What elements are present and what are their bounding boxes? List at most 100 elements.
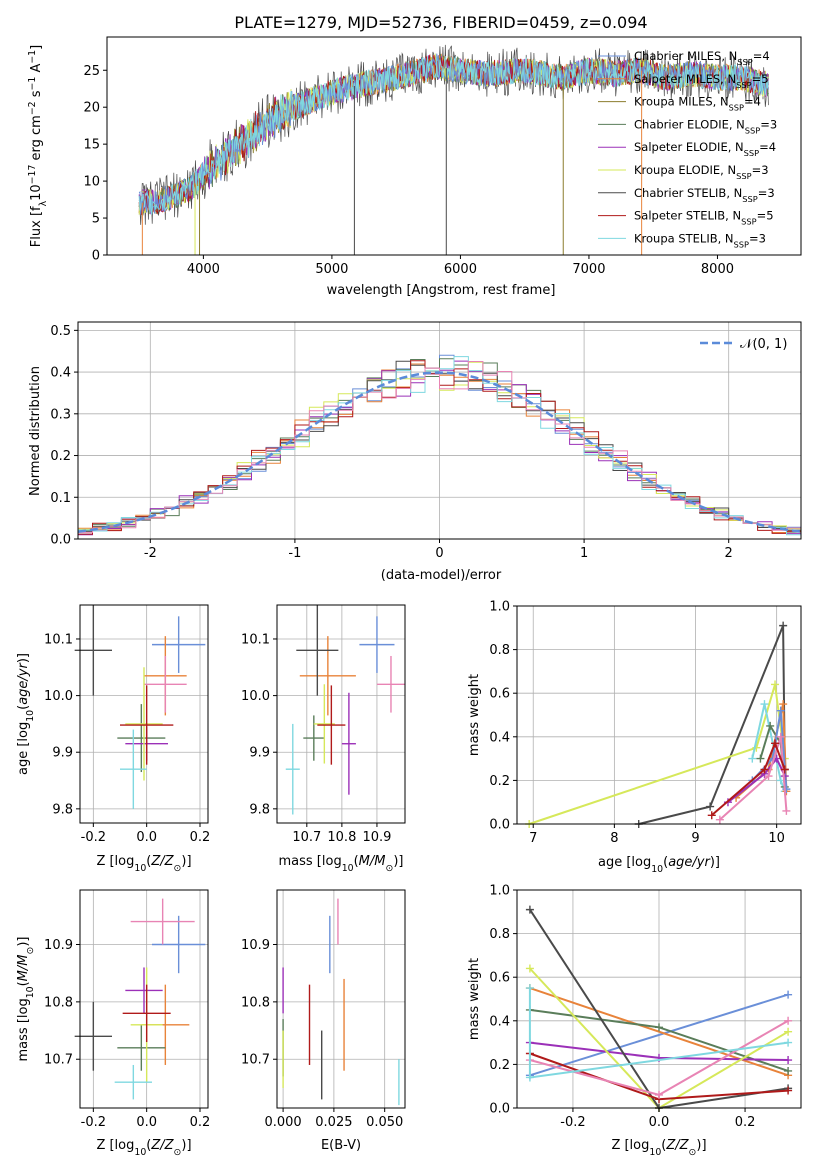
y-axis-label: mass weight	[467, 674, 482, 756]
x-tick-label: -0.2	[560, 1115, 585, 1130]
weight-marker	[752, 743, 761, 752]
weight-marker	[764, 772, 773, 781]
y-tick-label: 10.8	[44, 995, 73, 1010]
weight-marker	[748, 754, 757, 763]
y-axis-label: mass [log10(M/M⊙)]	[16, 937, 36, 1062]
x-tick-label: 8000	[701, 262, 734, 277]
x-tick-label: 0.000	[264, 1115, 301, 1130]
y-tick-label: 9.9	[52, 746, 73, 761]
weight-marker	[525, 905, 534, 914]
y-tick-label: 15	[83, 138, 100, 153]
axes-frame	[79, 889, 209, 1109]
x-tick-label: 0.0	[136, 830, 157, 845]
weight-marker	[760, 700, 769, 709]
x-axis-label: wavelength [Angstrom, rest frame]	[327, 283, 556, 298]
y-tick-label: 0	[92, 249, 100, 264]
x-tick-label: 4000	[187, 262, 220, 277]
legend-label: Kroupa ELODIE, NSSP=3	[634, 163, 769, 181]
axes-frame	[516, 605, 802, 825]
figure-title: PLATE=1279, MJD=52736, FIBERID=0459, z=0…	[234, 13, 647, 32]
y-tick-label: 0.6	[489, 687, 510, 702]
weight-marker	[766, 721, 775, 730]
weight-series-line	[529, 993, 789, 1077]
age-mass-frame: 10.7 10.8 10.9 9.8 9.9 10.0 10.1	[241, 604, 406, 845]
x-tick-label: 1	[580, 546, 588, 561]
x-tick-label: 10	[768, 831, 785, 846]
y-axis-label: age [log10(age/yr)]	[16, 653, 36, 775]
spectrum-series-line	[138, 53, 769, 215]
weight-marker	[715, 815, 724, 824]
y-tick-label: 10.0	[44, 689, 73, 704]
weight-z-marks	[525, 905, 793, 1112]
x-tick-label: 0.2	[190, 1115, 211, 1130]
weight-series-line	[638, 625, 786, 825]
mass-z-frame: -0.2 0.0 0.2 10.7 10.8 10.9	[44, 889, 211, 1130]
weight-marker	[784, 1086, 793, 1095]
axes-frame	[79, 604, 209, 824]
x-tick-label: 0.0	[649, 1115, 670, 1130]
age-z-marks	[74, 605, 206, 809]
weight-marker	[776, 706, 785, 715]
legend-label: Chabrier ELODIE, NSSP=3	[634, 117, 777, 135]
x-tick-label: -1	[288, 546, 301, 561]
weight-marker	[655, 1090, 663, 1099]
weight-marker	[784, 1027, 793, 1036]
weight-age-frame: 7 8 9 10 0.0 0.2 0.4 0.6 0.8 1.0	[489, 600, 802, 846]
weight-marker	[655, 1023, 663, 1032]
weight-marker	[784, 990, 793, 999]
x-tick-label: 2	[725, 546, 733, 561]
x-tick-label: 6000	[444, 262, 477, 277]
spectrum-frame: 4000 5000 6000 7000 8000 0 5 10 15 20 25	[83, 36, 802, 277]
weight-marker	[779, 700, 788, 709]
y-tick-label: 10.9	[44, 938, 73, 953]
weight-marker	[525, 964, 534, 973]
weight-series-line	[711, 740, 786, 817]
y-tick-label: 1.0	[489, 600, 510, 615]
x-axis-label: E(B-V)	[321, 1138, 361, 1153]
legend-label: 𝒩(0, 1)	[740, 337, 787, 352]
y-tick-label: 0.4	[50, 366, 71, 381]
x-tick-label: 5000	[315, 262, 348, 277]
y-tick-label: 0.8	[489, 927, 510, 942]
y-tick-label: 10.8	[241, 995, 270, 1010]
weight-marker	[525, 1073, 534, 1082]
x-tick-label: 0.025	[315, 1115, 352, 1130]
y-tick-label: 0.1	[50, 491, 71, 506]
x-tick-label: 0.050	[366, 1115, 403, 1130]
gaussian-reference-line	[77, 371, 802, 533]
y-tick-label: 0.0	[50, 533, 71, 548]
weight-marker	[760, 765, 769, 774]
y-tick-label: 0.3	[50, 407, 71, 422]
x-axis-label: Z [log10(Z/Z⊙)]	[96, 1138, 191, 1158]
spectrum-series-line	[138, 56, 769, 215]
weight-marker	[776, 732, 785, 741]
weight-marker	[706, 802, 715, 811]
weight-marker	[525, 984, 534, 993]
weight-age-marks	[525, 621, 791, 828]
y-tick-label: 10.7	[241, 1053, 270, 1068]
legend-label: Salpeter MILES, NSSP=5	[634, 72, 769, 90]
weight-series-line	[529, 987, 789, 1077]
x-tick-label: 10.7	[292, 830, 321, 845]
weight-marker	[782, 806, 791, 815]
x-tick-label: 10.8	[327, 830, 356, 845]
x-tick-label: -2	[144, 546, 157, 561]
y-axis-label: Flux [fλ10−17 erg cm−2 s−1 A−1]	[27, 45, 49, 247]
histogram-marks	[77, 354, 802, 536]
y-tick-label: 0.5	[50, 324, 71, 339]
y-tick-label: 25	[83, 64, 100, 79]
legend-label: Chabrier MILES, NSSP=4	[634, 49, 770, 67]
x-axis-label: Z [log10(Z/Z⊙)]	[96, 854, 191, 874]
x-tick-label: 9	[691, 831, 699, 846]
mass-ebv-frame: 0.000 0.025 0.050 10.7 10.8 10.9	[241, 889, 406, 1130]
x-tick-label: 0.2	[190, 830, 211, 845]
y-axis-label: Normed distribution	[28, 366, 43, 496]
weight-marker	[784, 1016, 793, 1025]
x-tick-label: 0.0	[136, 1115, 157, 1130]
y-tick-label: 0.2	[489, 1058, 510, 1073]
weight-marker	[779, 621, 788, 630]
axes-frame	[276, 604, 406, 824]
x-tick-label: 8	[610, 831, 618, 846]
mass-ebv-marks	[282, 898, 400, 1106]
